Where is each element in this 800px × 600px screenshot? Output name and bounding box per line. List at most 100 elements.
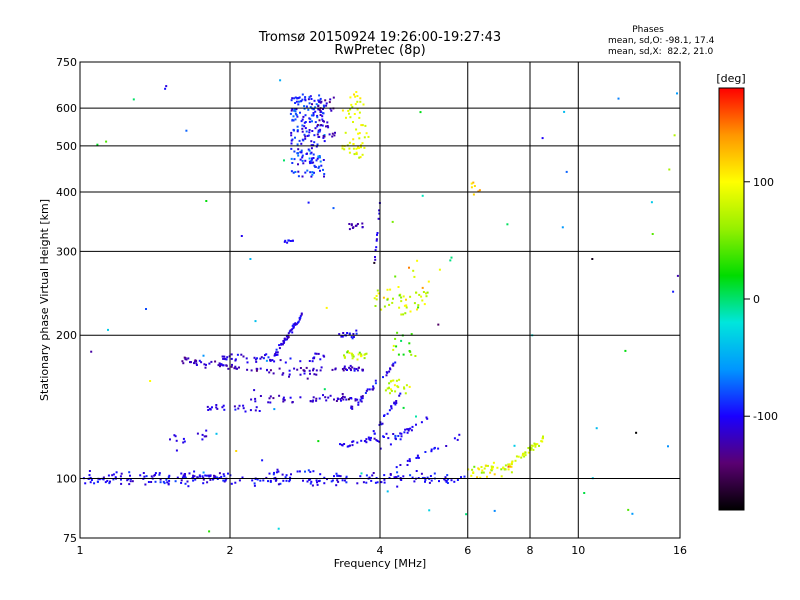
data-point: [233, 367, 236, 370]
data-point: [348, 141, 351, 144]
data-point: [256, 368, 259, 371]
data-point: [509, 465, 512, 468]
data-point: [437, 447, 440, 450]
data-point: [357, 403, 360, 406]
data-point: [344, 368, 347, 371]
data-point: [302, 479, 304, 482]
data-point: [222, 473, 225, 476]
data-point: [269, 480, 272, 483]
data-point: [350, 224, 353, 227]
data-point: [491, 467, 494, 470]
data-point: [346, 351, 349, 354]
data-point: [300, 120, 303, 123]
data-point: [367, 436, 370, 439]
data-point: [349, 397, 352, 399]
data-point: [361, 226, 364, 229]
data-point: [358, 351, 361, 354]
data-point: [221, 355, 224, 358]
data-point: [529, 448, 532, 451]
data-point: [290, 157, 293, 160]
data-point: [202, 477, 205, 479]
data-point: [290, 473, 292, 476]
data-point: [222, 357, 225, 360]
data-point: [286, 241, 289, 244]
data-point: [279, 359, 282, 362]
data-point: [90, 350, 93, 353]
data-point: [420, 421, 423, 424]
data-point: [240, 353, 243, 356]
y-tick-label: 500: [56, 140, 77, 153]
data-point: [201, 475, 204, 478]
data-point: [311, 158, 314, 161]
data-point: [205, 474, 208, 477]
data-point: [202, 478, 205, 481]
data-point: [300, 100, 303, 102]
data-point: [329, 394, 332, 397]
data-point: [355, 329, 358, 332]
data-point: [415, 291, 417, 294]
data-point: [375, 238, 378, 241]
data-point: [301, 98, 304, 101]
data-point: [317, 166, 320, 169]
data-point: [356, 441, 359, 444]
data-point: [375, 246, 378, 249]
data-point: [341, 335, 344, 338]
data-point: [351, 106, 354, 109]
data-point: [204, 366, 207, 369]
data-point: [276, 353, 279, 356]
data-point: [393, 401, 396, 404]
data-point: [308, 96, 311, 99]
data-point: [302, 369, 305, 372]
data-point: [350, 369, 352, 372]
data-point: [278, 347, 281, 350]
data-point: [139, 474, 142, 477]
data-point: [221, 406, 224, 409]
data-point: [326, 121, 329, 124]
data-point: [295, 100, 298, 103]
colorbar-ticks: 100 0 -100: [744, 176, 778, 423]
data-point: [365, 132, 368, 135]
data-point: [120, 482, 123, 485]
data-point: [210, 360, 213, 363]
data-point: [317, 136, 320, 138]
data-point: [421, 299, 424, 302]
data-point: [158, 473, 161, 476]
data-point: [345, 481, 348, 484]
data-point: [240, 235, 243, 237]
data-point: [254, 358, 257, 361]
data-point: [297, 97, 300, 100]
data-point: [269, 395, 272, 398]
data-point: [399, 477, 402, 479]
data-point: [345, 116, 347, 119]
data-point: [421, 194, 424, 197]
data-point: [541, 137, 544, 140]
data-point: [325, 102, 328, 105]
data-point: [253, 389, 256, 392]
data-point: [356, 95, 359, 97]
data-point: [631, 512, 634, 515]
data-point: [351, 440, 354, 443]
data-point: [395, 402, 398, 404]
data-point: [185, 358, 188, 361]
data-point: [299, 315, 302, 318]
data-point: [672, 290, 675, 293]
data-point: [332, 96, 335, 99]
data-point: [304, 135, 307, 138]
data-point: [302, 115, 305, 118]
data-point: [165, 85, 168, 88]
data-point: [225, 364, 228, 367]
data-point: [392, 344, 395, 347]
data-point: [471, 468, 474, 471]
data-point: [293, 367, 296, 370]
data-point: [321, 124, 324, 127]
data-point: [402, 406, 405, 409]
data-point: [304, 470, 306, 473]
data-point: [327, 396, 330, 399]
data-point: [397, 286, 400, 288]
data-point: [347, 398, 350, 401]
data-point: [308, 149, 311, 152]
data-point: [527, 447, 530, 449]
data-point: [336, 479, 339, 482]
data-point: [301, 156, 304, 159]
data-point: [380, 423, 383, 426]
